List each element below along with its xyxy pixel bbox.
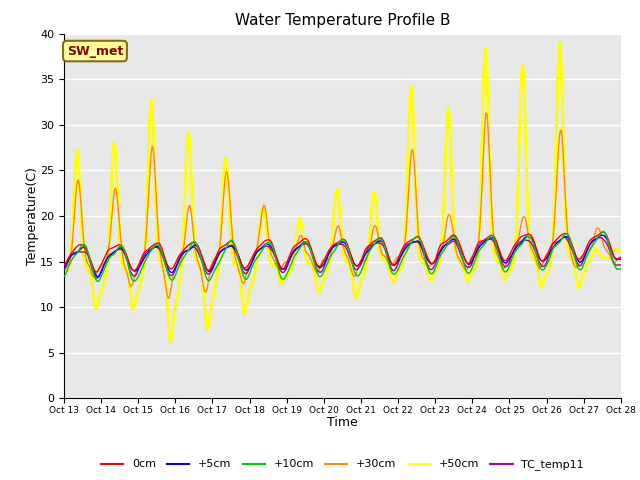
X-axis label: Time: Time xyxy=(327,417,358,430)
Title: Water Temperature Profile B: Water Temperature Profile B xyxy=(235,13,450,28)
Legend: 0cm, +5cm, +10cm, +30cm, +50cm, TC_temp11: 0cm, +5cm, +10cm, +30cm, +50cm, TC_temp1… xyxy=(96,455,589,475)
Text: SW_met: SW_met xyxy=(67,45,123,58)
Y-axis label: Temperature(C): Temperature(C) xyxy=(26,167,39,265)
